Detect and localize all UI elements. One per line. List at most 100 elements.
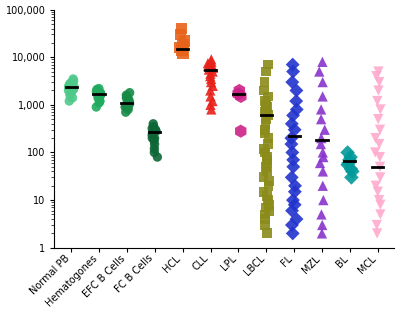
Point [320, 198, 326, 203]
Point [289, 150, 296, 155]
Point [261, 79, 268, 84]
Point [377, 202, 384, 207]
Point [208, 107, 214, 112]
Point [94, 91, 100, 96]
Point [94, 88, 100, 93]
Point [375, 189, 381, 194]
Point [149, 133, 155, 138]
Point [261, 146, 267, 151]
Point [123, 103, 129, 108]
Point [151, 146, 158, 151]
Point [207, 71, 214, 76]
Point [374, 231, 380, 236]
Point [318, 136, 324, 141]
Point [123, 95, 130, 100]
Point [261, 88, 268, 93]
Point [344, 150, 351, 155]
Point [262, 69, 269, 74]
Point [348, 175, 355, 180]
Point [205, 64, 211, 69]
Point [70, 86, 77, 91]
Point [293, 99, 300, 104]
Point [289, 79, 296, 84]
Point [264, 194, 270, 199]
Point [346, 157, 353, 162]
Point [126, 97, 132, 102]
Point [290, 198, 296, 203]
Point [318, 117, 324, 122]
Point [320, 150, 326, 155]
Point [373, 74, 380, 79]
Point [290, 62, 296, 67]
Point [208, 62, 214, 67]
Point [319, 223, 326, 228]
Point [205, 61, 211, 66]
Point [265, 179, 272, 184]
Point [322, 127, 328, 132]
Point [290, 157, 296, 162]
Point [288, 175, 295, 180]
Point [69, 95, 76, 100]
Point [95, 95, 101, 100]
Point [126, 101, 133, 106]
Point [65, 88, 72, 93]
Point [70, 87, 77, 92]
Point [290, 69, 296, 74]
Point [375, 69, 382, 74]
Point [151, 142, 158, 147]
Point [96, 97, 102, 102]
Point [265, 113, 272, 118]
Point [260, 175, 267, 180]
Point [264, 169, 270, 174]
Point [149, 130, 156, 135]
Point [151, 150, 158, 155]
Point [377, 127, 383, 132]
Point [207, 74, 214, 79]
Point [97, 93, 104, 98]
Point [208, 76, 214, 81]
Point [151, 136, 158, 141]
Point [265, 198, 272, 203]
Point [316, 69, 322, 74]
Point [376, 198, 382, 203]
Point [260, 189, 267, 194]
Point [292, 202, 298, 207]
Point [264, 157, 270, 162]
Point [319, 59, 326, 64]
Point [181, 38, 188, 43]
Point [123, 102, 129, 107]
Point [262, 212, 268, 217]
Point [97, 99, 103, 104]
Point [152, 127, 159, 132]
Point [293, 88, 300, 93]
Point [261, 131, 268, 136]
Point [265, 136, 272, 141]
Point [125, 99, 132, 104]
Point [126, 100, 133, 105]
Point [349, 169, 356, 174]
Point [318, 142, 324, 147]
Point [262, 117, 269, 122]
Point [238, 94, 244, 99]
Point [290, 113, 296, 118]
Point [122, 110, 129, 115]
Point [317, 160, 323, 165]
Point [207, 102, 214, 107]
Point [372, 136, 379, 141]
Point [126, 90, 133, 95]
Point [177, 32, 184, 37]
Point [262, 99, 268, 104]
Point [210, 65, 216, 70]
Point [265, 94, 271, 99]
Point [123, 93, 130, 98]
Point [372, 150, 378, 155]
Point [289, 223, 295, 228]
Point [262, 223, 268, 228]
Point [153, 129, 159, 134]
Point [347, 154, 354, 160]
Point [374, 223, 380, 228]
Point [96, 86, 102, 91]
Point [264, 154, 270, 160]
Point [98, 92, 104, 97]
Point [289, 208, 295, 213]
